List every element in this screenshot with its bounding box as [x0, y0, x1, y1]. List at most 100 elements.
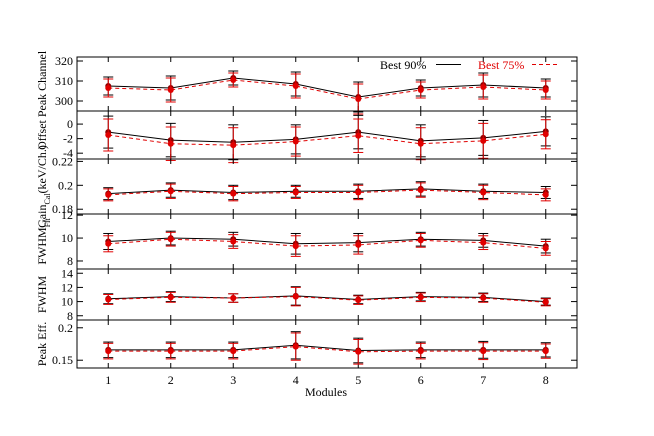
data-point — [105, 296, 112, 303]
data-point — [167, 188, 174, 195]
y-tick-label: 0 — [67, 117, 73, 131]
y-axis-label: GainCal(keV/Ch.) — [35, 145, 52, 228]
series-line-best-90 — [108, 237, 546, 247]
y-tick-label: -2 — [63, 132, 73, 146]
x-tick-label: 5 — [355, 373, 361, 387]
data-point — [417, 294, 424, 301]
legend-label-best-90: Best 90% — [380, 58, 426, 72]
series-line-best-75 — [108, 133, 546, 146]
data-point — [230, 348, 237, 355]
data-point — [105, 191, 112, 198]
data-point — [292, 243, 299, 250]
series-line-best-75 — [108, 189, 546, 196]
data-point — [167, 348, 174, 355]
series-line-best-75 — [108, 346, 546, 353]
y-axis-label: Offset — [35, 119, 49, 149]
panel-frame — [76, 268, 578, 321]
y-axis-label-unit: (keV/Ch.) — [35, 145, 49, 193]
panel-4: 8 10 12 FWHMFit — [35, 208, 578, 270]
data-point — [292, 189, 299, 196]
data-point — [105, 240, 112, 247]
data-point — [105, 132, 112, 138]
series-line-best-90 — [108, 344, 546, 351]
data-point — [292, 293, 299, 300]
data-point — [355, 132, 362, 139]
y-tick-label: 0.18 — [52, 202, 73, 216]
panel-frame — [76, 110, 578, 160]
data-point — [480, 295, 487, 302]
y-tick-label: 10 — [61, 295, 73, 309]
data-point — [105, 85, 112, 91]
y-tick-label: 320 — [55, 54, 73, 68]
data-point — [355, 241, 362, 248]
data-point — [167, 140, 174, 147]
data-point — [167, 294, 174, 301]
y-tick-label: 300 — [55, 94, 73, 108]
y-tick-label: 310 — [55, 74, 73, 88]
y-tick-label: 8 — [67, 309, 73, 323]
y-tick-label: 12 — [61, 280, 73, 294]
series-line-best-90 — [108, 130, 546, 143]
data-point — [480, 137, 487, 144]
data-point — [105, 348, 112, 355]
data-point — [167, 87, 174, 93]
panel-frame — [76, 213, 578, 270]
legend: Best 90% Best 75% — [380, 58, 557, 72]
panel-6: 0.15 0.2 Peak Eff. — [35, 319, 578, 369]
y-tick-label: 0.22 — [52, 154, 73, 168]
data-point — [542, 245, 549, 252]
y-tick-label: 12 — [61, 208, 73, 222]
panel-2: -4-20 Offset — [35, 110, 578, 164]
data-point — [355, 96, 362, 102]
data-point — [230, 238, 237, 245]
series-line-best-90 — [108, 188, 546, 195]
x-tick-label: 8 — [543, 373, 549, 387]
data-point — [542, 348, 549, 355]
y-tick-label: 0.2 — [58, 321, 73, 335]
data-point — [355, 348, 362, 355]
data-point — [292, 343, 299, 350]
series-line-best-75 — [108, 79, 546, 100]
data-point — [480, 348, 487, 355]
data-point — [230, 190, 237, 197]
x-tick-label: 1 — [105, 373, 111, 387]
panel-frame — [76, 158, 578, 215]
x-tick-label: 3 — [230, 373, 236, 387]
x-tick-label: 2 — [168, 373, 174, 387]
data-point — [417, 348, 424, 355]
data-point — [292, 83, 299, 89]
legend-label-best-75: Best 75% — [478, 58, 524, 72]
x-tick-label: 6 — [418, 373, 424, 387]
data-point — [542, 299, 549, 306]
y-axis-label: Peak Channel — [35, 50, 49, 117]
x-axis-label: Modules — [305, 385, 347, 399]
y-axis-label: Peak Eff. — [35, 322, 49, 366]
x-tick-label: 7 — [480, 373, 486, 387]
data-point — [542, 191, 549, 198]
y-tick-label: -4 — [63, 146, 73, 160]
data-point — [355, 297, 362, 304]
data-point — [292, 138, 299, 145]
data-point — [480, 239, 487, 246]
data-point — [417, 187, 424, 194]
series-line-best-75 — [108, 296, 546, 303]
data-point — [355, 189, 362, 196]
data-point — [480, 84, 487, 90]
data-point — [417, 87, 424, 93]
y-tick-label: 0.2 — [58, 178, 73, 192]
y-tick-label: 10 — [61, 231, 73, 245]
data-point — [542, 131, 549, 138]
data-point — [230, 295, 237, 302]
y-tick-label: 0.15 — [52, 353, 73, 367]
x-tick-label: 4 — [293, 373, 299, 387]
data-point — [480, 189, 487, 196]
y-axis-label-subscript: Fit — [43, 218, 52, 228]
y-tick-label: 14 — [61, 266, 73, 280]
data-point — [542, 87, 549, 93]
panel-frame — [76, 319, 578, 369]
y-axis-label: FWHMFit — [35, 218, 52, 265]
